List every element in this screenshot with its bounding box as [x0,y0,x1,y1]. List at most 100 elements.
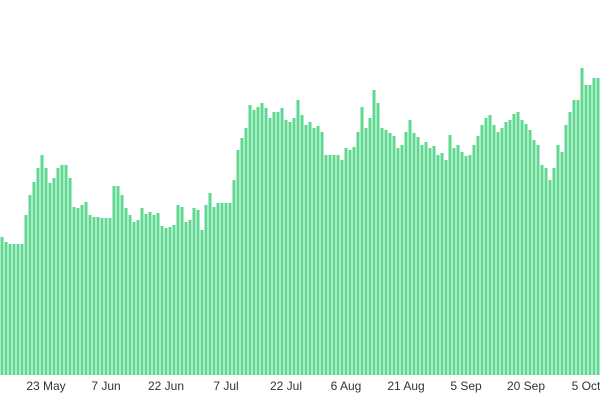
bar [296,100,300,375]
x-tick-label: 21 Aug [387,379,424,393]
bar [288,122,292,375]
bar [316,126,320,375]
bar [164,228,168,375]
bar [244,128,248,375]
bar [112,186,116,375]
bar [168,227,172,375]
bar [576,100,580,375]
bar [552,168,556,375]
bar [16,244,20,375]
bar [340,160,344,375]
bar [152,215,156,375]
x-tick-label: 6 Aug [331,379,362,393]
bar [184,222,188,375]
bar [84,202,88,375]
bar [32,182,36,375]
bar [368,118,372,375]
bar [504,122,508,375]
bar [104,218,108,375]
bar [584,85,588,375]
bar [216,203,220,375]
bar [256,107,260,375]
bar [312,128,316,375]
bar [516,112,520,375]
bar [492,125,496,375]
bar [464,156,468,375]
bar [392,136,396,375]
bar [356,132,360,375]
bar [200,230,204,375]
bar [92,217,96,375]
bar [220,203,224,375]
bar [268,118,272,375]
bar [484,118,488,375]
bar [344,148,348,375]
bar [332,155,336,375]
bar [148,212,152,375]
x-tick-label: 7 Jun [91,379,120,393]
bar [460,152,464,375]
bar [180,207,184,375]
bar [336,155,340,375]
x-tick-label: 5 Sep [450,379,482,393]
bar [448,135,452,375]
bar [144,214,148,375]
bar [0,237,4,375]
bar [132,222,136,375]
bar [116,186,120,375]
bar [540,165,544,375]
bar [520,120,524,375]
bar [80,205,84,375]
bar [548,180,552,375]
bar [304,125,308,375]
bar [72,207,76,375]
bar [96,217,100,375]
x-tick-label: 22 Jul [270,379,302,393]
bar [524,124,528,375]
bar [300,115,304,375]
bar [44,168,48,375]
bar [12,244,16,375]
bar [76,208,80,375]
bar [252,110,256,375]
bar [160,226,164,375]
bar [396,148,400,375]
bar [564,125,568,375]
bar [88,215,92,375]
bar [424,142,428,375]
bar [560,152,564,375]
bar [468,155,472,375]
bar [364,128,368,375]
bar [376,103,380,375]
bar [172,225,176,375]
bar [204,205,208,375]
bar [36,168,40,375]
x-tick-label: 20 Sep [507,379,545,393]
bar [188,220,192,375]
bar [4,242,8,375]
bar [176,205,180,375]
bar [208,193,212,375]
bar [452,148,456,375]
bar [360,107,364,375]
bar [272,112,276,375]
bar [28,195,32,375]
bar [128,215,132,375]
bar [136,220,140,375]
x-tick-label: 23 May [26,379,65,393]
bar [196,210,200,375]
bar [380,128,384,375]
bar [412,133,416,375]
bar [352,147,356,375]
bar [52,178,56,375]
bar [456,145,460,375]
x-tick-label: 22 Jun [148,379,184,393]
bar [432,146,436,375]
bar [284,120,288,375]
bar [120,195,124,375]
bar [444,160,448,375]
bar [476,136,480,375]
bar [408,120,412,375]
bar [384,130,388,375]
bar [488,115,492,375]
